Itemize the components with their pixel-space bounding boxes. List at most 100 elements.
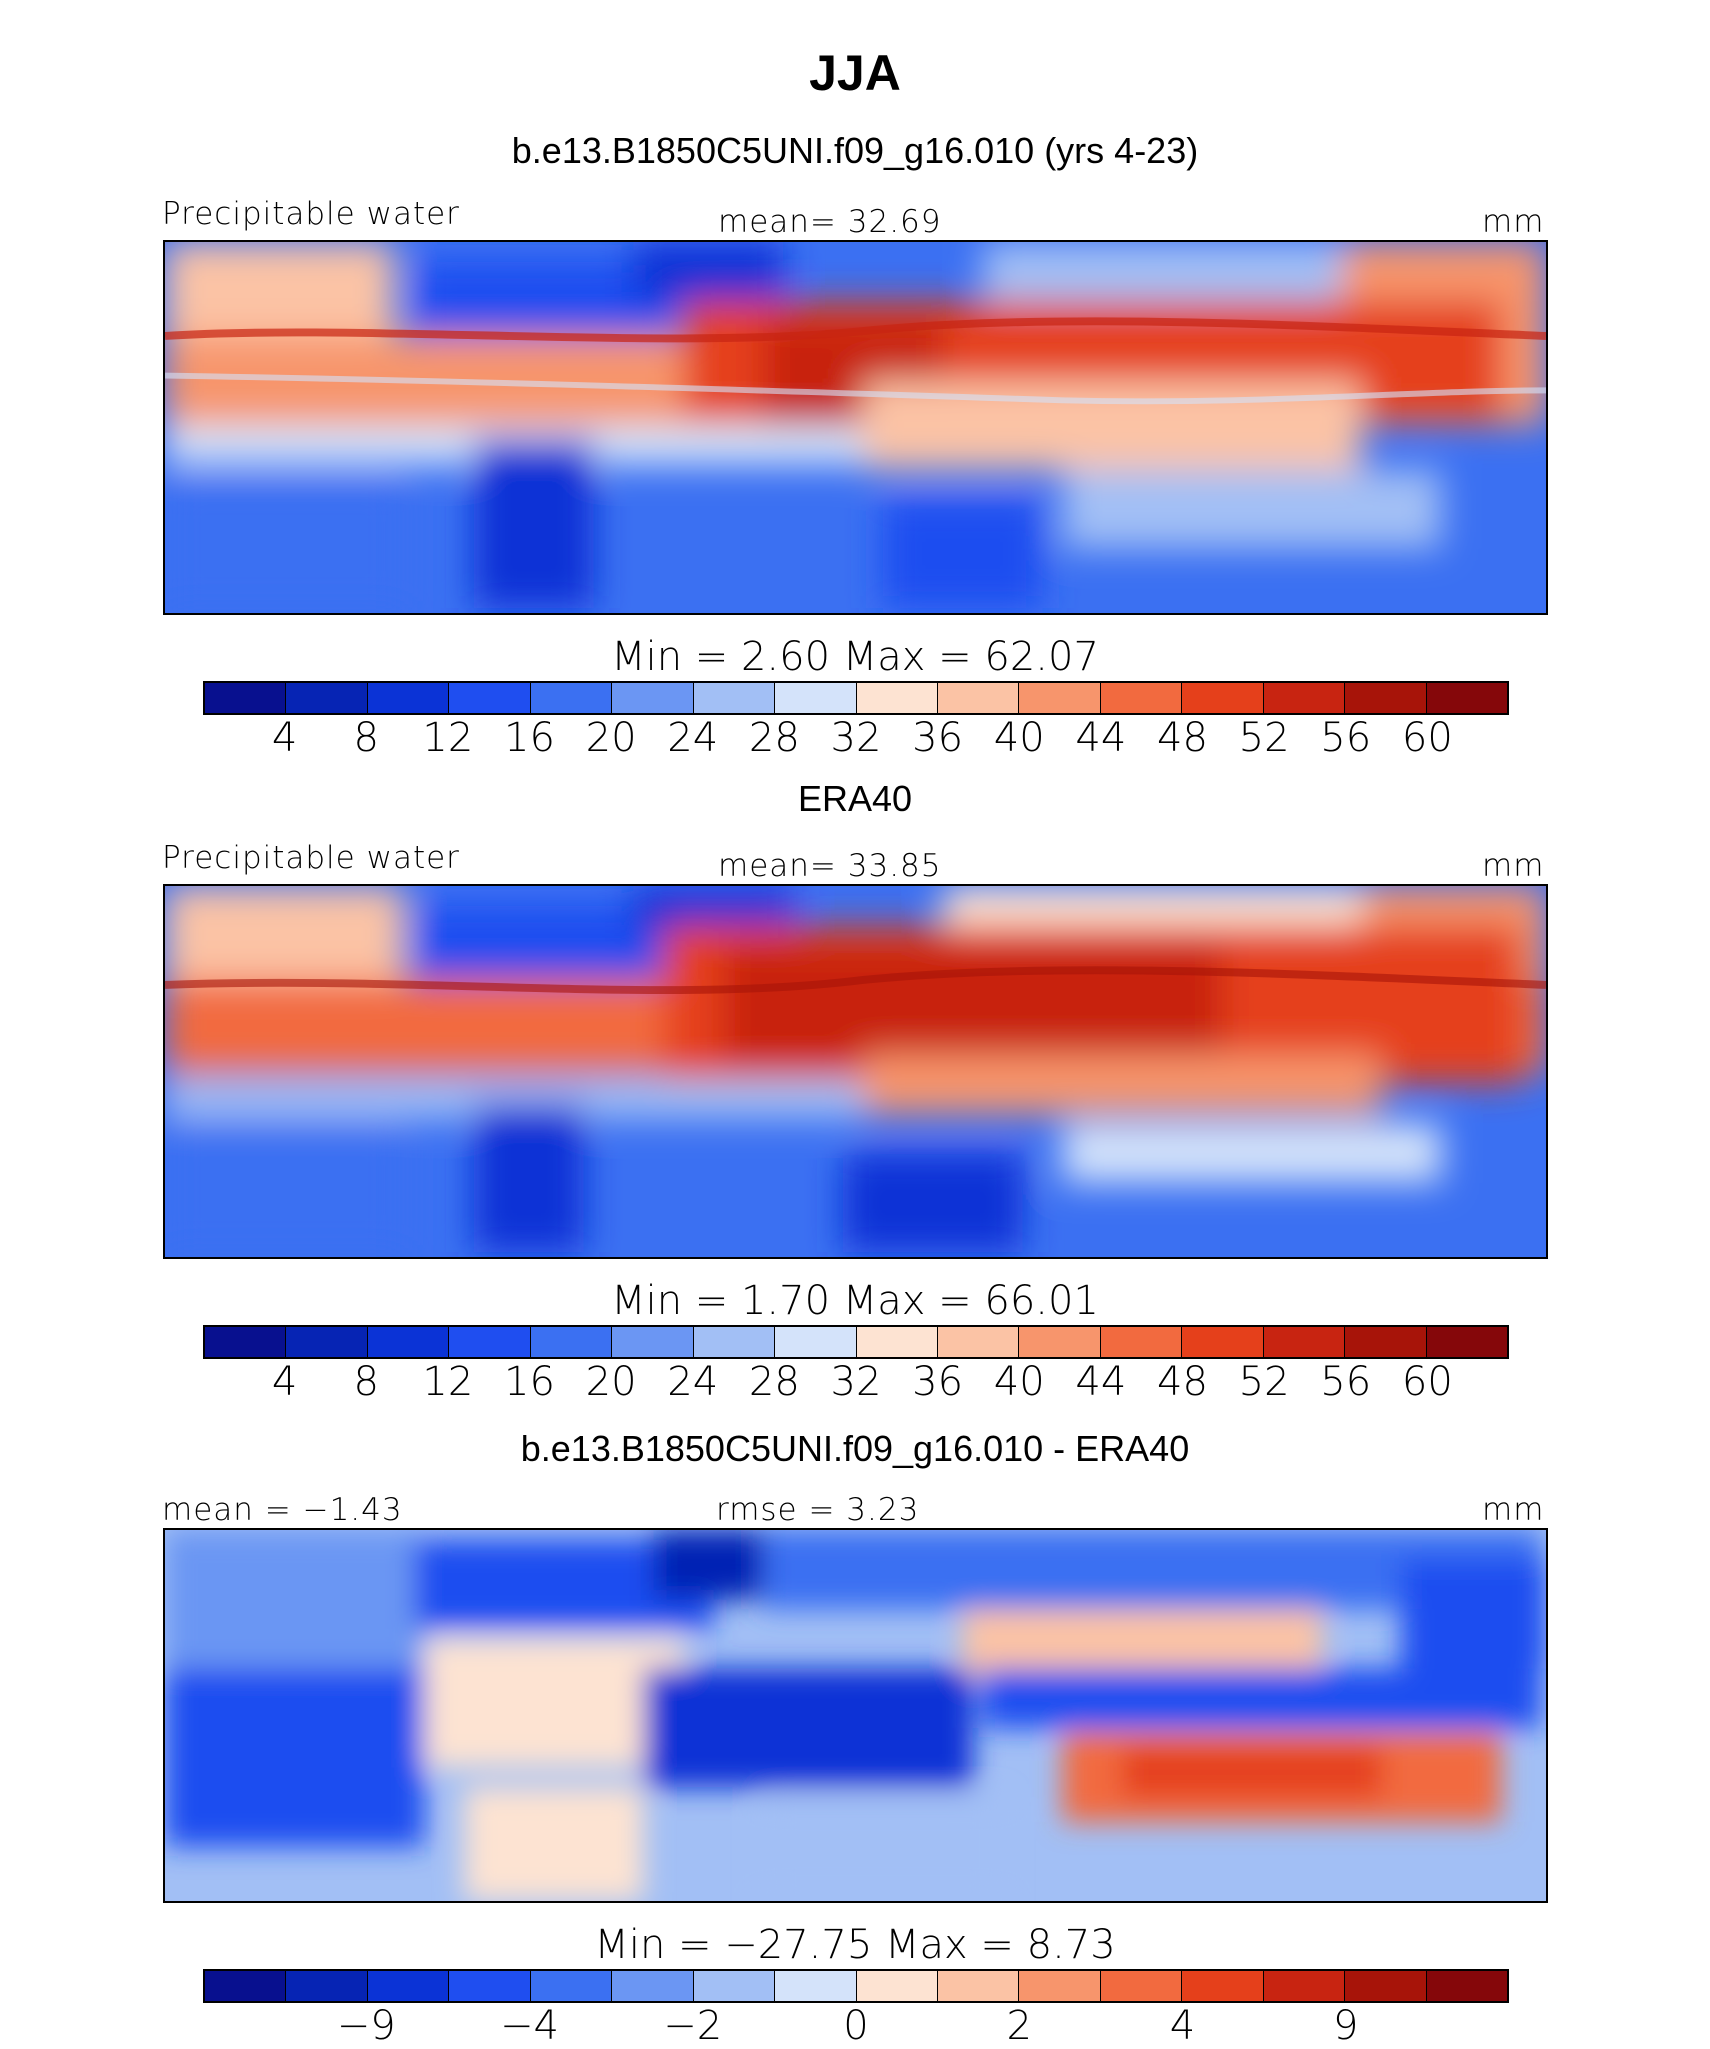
colorbar-tick-label: 12: [422, 715, 474, 761]
colorbar-swatch: [285, 1971, 367, 2001]
colorbar-swatch: [692, 1327, 775, 1357]
colorbar-tick-label: 20: [585, 1359, 637, 1405]
panel-2-min-max: Min = 1.70 Max = 66.01: [611, 1278, 1099, 1324]
colorbar-tick-label: 24: [667, 1359, 719, 1405]
colorbar-swatch: [855, 683, 937, 713]
colorbar-swatch: [1181, 683, 1263, 713]
panel-1-field: [165, 242, 1546, 613]
colorbar-tick-label: 28: [748, 715, 800, 761]
colorbar-swatch: [205, 1971, 286, 2001]
panel-2-colorbar: [203, 1325, 1509, 1359]
colorbar-swatch: [1344, 683, 1426, 713]
colorbar-swatch: [1018, 1327, 1100, 1357]
panel-3-map: [163, 1528, 1548, 1903]
panel-2-variable-label: Precipitable water: [162, 840, 460, 876]
colorbar-swatch: [611, 1327, 693, 1357]
colorbar-tick-label: 32: [830, 1359, 882, 1405]
colorbar-tick-label: 9: [1333, 2003, 1359, 2049]
figure-title: JJA: [809, 45, 901, 101]
colorbar-swatch: [692, 683, 775, 713]
colorbar-swatch: [1018, 1971, 1100, 2001]
colorbar-tick-label: 56: [1320, 715, 1372, 761]
panel-1-min-max: Min = 2.60 Max = 62.07: [611, 634, 1099, 680]
colorbar-swatch: [366, 1327, 449, 1357]
colorbar-swatch: [611, 1971, 693, 2001]
colorbar-swatch: [366, 1971, 449, 2001]
colorbar-tick-label: 48: [1157, 715, 1208, 761]
colorbar-swatch: [285, 1327, 367, 1357]
colorbar-swatch: [1262, 1327, 1345, 1357]
colorbar-swatch: [285, 683, 367, 713]
colorbar-tick-label: 16: [504, 1359, 555, 1405]
colorbar-swatch: [448, 683, 530, 713]
panel-2-field: [165, 886, 1546, 1257]
colorbar-swatch: [205, 1327, 286, 1357]
colorbar-swatch: [529, 1971, 612, 2001]
colorbar-swatch: [1425, 683, 1507, 713]
colorbar-swatch: [1262, 683, 1345, 713]
colorbar-swatch: [1425, 1971, 1507, 2001]
colorbar-swatch: [1018, 683, 1100, 713]
colorbar-tick-label: 4: [271, 1359, 298, 1405]
colorbar-swatch: [1181, 1971, 1263, 2001]
colorbar-tick-label: 32: [830, 715, 882, 761]
panel-3-title: b.e13.B1850C5UNI.f09_g16.010 - ERA40: [520, 1428, 1190, 1469]
panel-1-title: b.e13.B1850C5UNI.f09_g16.010 (yrs 4-23): [511, 130, 1199, 171]
panel-2-mean-label: mean= 33.85: [718, 848, 942, 884]
colorbar-tick-label: 20: [585, 715, 637, 761]
colorbar-swatch: [1425, 1327, 1507, 1357]
colorbar-tick-label: 0: [843, 2003, 869, 2049]
colorbar-tick-label: 4: [1169, 2003, 1196, 2049]
panel-3-units-label: mm: [1482, 1492, 1545, 1528]
colorbar-swatch: [448, 1971, 530, 2001]
panel-1-colorbar: [203, 681, 1509, 715]
colorbar-swatch: [1262, 1971, 1345, 2001]
panel-2-map: [163, 884, 1548, 1259]
colorbar-tick-label: 2: [1006, 2003, 1032, 2049]
colorbar-swatch: [936, 683, 1019, 713]
colorbar-tick-label: 36: [912, 715, 964, 761]
colorbar-swatch: [692, 1971, 775, 2001]
colorbar-tick-label: 56: [1320, 1359, 1372, 1405]
colorbar-swatch: [366, 683, 449, 713]
colorbar-tick-label: −4: [500, 2003, 559, 2049]
colorbar-swatch: [855, 1971, 937, 2001]
colorbar-tick-label: 12: [422, 1359, 474, 1405]
colorbar-tick-label: 52: [1238, 715, 1290, 761]
colorbar-swatch: [529, 1327, 612, 1357]
colorbar-swatch: [529, 683, 612, 713]
colorbar-tick-label: 60: [1401, 1359, 1453, 1405]
colorbar-swatch: [774, 683, 856, 713]
panel-3-mean-label: mean = −1.43: [162, 1492, 403, 1528]
colorbar-swatch: [448, 1327, 530, 1357]
panel-1-mean-label: mean= 32.69: [718, 204, 942, 240]
panel-3-field: [165, 1530, 1546, 1901]
colorbar-tick-label: 44: [1075, 1359, 1127, 1405]
panel-3-colorbar: [203, 1969, 1509, 2003]
colorbar-tick-label: 24: [667, 715, 719, 761]
colorbar-tick-label: −9: [336, 2003, 396, 2049]
panel-1-map: [163, 240, 1548, 615]
panel-2-units-label: mm: [1482, 848, 1545, 884]
colorbar-swatch: [855, 1327, 937, 1357]
colorbar-tick-label: 36: [912, 1359, 964, 1405]
panel-1-variable-label: Precipitable water: [162, 196, 460, 232]
panel-1-units-label: mm: [1482, 204, 1545, 240]
colorbar-swatch: [1181, 1327, 1263, 1357]
colorbar-swatch: [936, 1327, 1019, 1357]
panel-3-min-max: Min = −27.75 Max = 8.73: [594, 1922, 1116, 1968]
colorbar-tick-label: 4: [271, 715, 298, 761]
colorbar-tick-label: 8: [353, 715, 379, 761]
colorbar-swatch: [774, 1327, 856, 1357]
colorbar-tick-label: −2: [663, 2003, 723, 2049]
colorbar-swatch: [936, 1971, 1019, 2001]
colorbar-tick-label: 40: [993, 1359, 1045, 1405]
panel-2-title: ERA40: [797, 778, 913, 819]
colorbar-swatch: [1099, 1971, 1182, 2001]
colorbar-swatch: [611, 683, 693, 713]
colorbar-swatch: [1344, 1971, 1426, 2001]
colorbar-tick-label: 60: [1401, 715, 1453, 761]
colorbar-tick-label: 8: [353, 1359, 379, 1405]
colorbar-tick-label: 52: [1238, 1359, 1290, 1405]
colorbar-swatch: [1344, 1327, 1426, 1357]
